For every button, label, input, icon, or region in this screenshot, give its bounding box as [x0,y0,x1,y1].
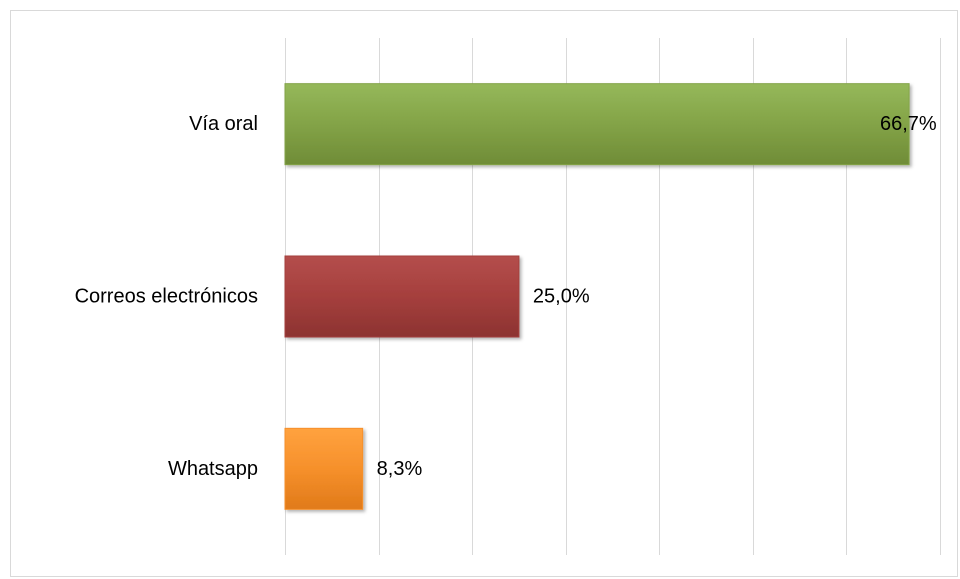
value-label: 66,7% [880,113,937,135]
labels: Vía oral 66,7% Correos electrónicos 25,0% Wh… [75,113,937,480]
bar-3 [284,427,364,510]
bars [284,83,910,510]
value-label: 8,3% [377,458,423,480]
category-label: Whatsapp [168,458,258,480]
bar-1 [284,83,910,166]
category-label: Correos electrónicos [75,286,258,308]
bar-2 [284,255,520,338]
value-label: 25,0% [533,286,590,308]
category-label: Vía oral [189,113,258,135]
